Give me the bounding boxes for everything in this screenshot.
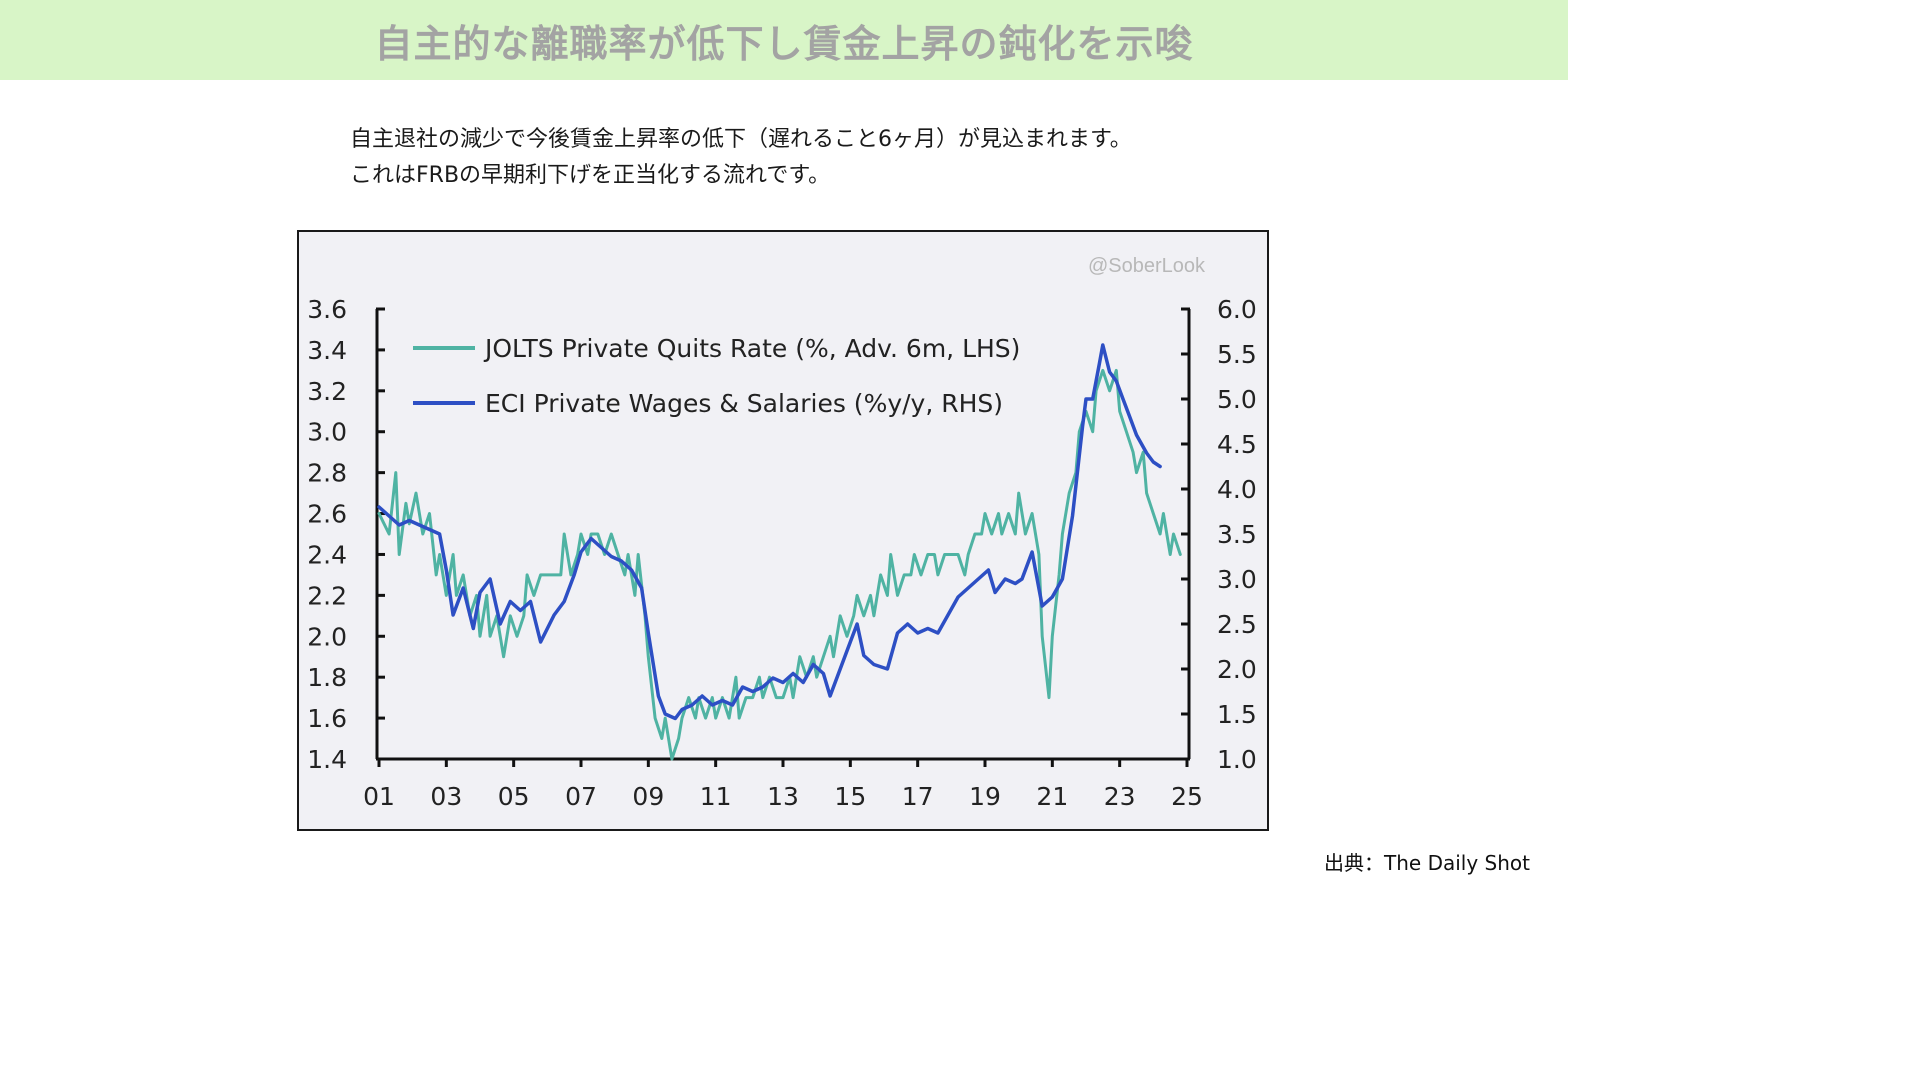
axes-layer: 3.6 3.4 3.2 3.0 2.8 2.6 2.4 2.2 2.0 1.8 1.6 1.4 6.0 5… xyxy=(307,295,1257,811)
page-title: 自主的な離職率が低下し賃金上昇の鈍化を示唆 xyxy=(374,21,1194,66)
x-tick-label: 17 xyxy=(902,782,934,811)
lead-text: 自主退社の減少で今後賃金上昇率の低下（遅れること6ヶ月）が見込まれます。 これは… xyxy=(350,122,1270,194)
x-tick-label: 21 xyxy=(1036,782,1068,811)
left-tick-label: 2.0 xyxy=(307,622,347,651)
title-banner: 自主的な離職率が低下し賃金上昇の鈍化を示唆 xyxy=(0,0,1568,80)
right-tick-label: 5.0 xyxy=(1217,385,1257,414)
chart-panel: 3.6 3.4 3.2 3.0 2.8 2.6 2.4 2.2 2.0 1.8 1.6 1.4 6.0 5… xyxy=(297,230,1269,831)
left-tick-label: 3.2 xyxy=(307,377,347,406)
legend-label-quits: JOLTS Private Quits Rate (%, Adv. 6m, LH… xyxy=(483,334,1020,363)
left-tick-label: 2.2 xyxy=(307,581,347,610)
lead-line-2: これはFRBの早期利下げを正当化する流れです。 xyxy=(350,163,831,188)
left-tick-label: 1.4 xyxy=(307,745,347,774)
left-tick-label: 3.4 xyxy=(307,336,347,365)
right-tick-label: 5.5 xyxy=(1217,340,1257,369)
x-tick-label: 05 xyxy=(498,782,530,811)
x-tick-label: 25 xyxy=(1171,782,1203,811)
left-tick-label: 1.6 xyxy=(307,704,347,733)
left-tick-label: 3.0 xyxy=(307,418,347,447)
right-tick-label: 1.5 xyxy=(1217,700,1257,729)
series-line-quits xyxy=(377,368,1182,761)
x-tick-label: 23 xyxy=(1104,782,1136,811)
legend-layer: JOLTS Private Quits Rate (%, Adv. 6m, LH… xyxy=(413,334,1020,418)
series-layer xyxy=(377,343,1182,761)
right-tick-label: 4.5 xyxy=(1217,430,1257,459)
x-tick-label: 09 xyxy=(632,782,664,811)
right-tick-label: 3.0 xyxy=(1217,565,1257,594)
x-tick-label: 15 xyxy=(834,782,866,811)
right-tick-label: 3.5 xyxy=(1217,520,1257,549)
x-tick-label: 11 xyxy=(700,782,732,811)
right-tick-label: 4.0 xyxy=(1217,475,1257,504)
left-tick-label: 3.6 xyxy=(307,295,347,324)
right-tick-label: 2.0 xyxy=(1217,655,1257,684)
left-tick-label: 2.4 xyxy=(307,540,347,569)
left-tick-label: 2.6 xyxy=(307,500,347,529)
x-tick-label: 13 xyxy=(767,782,799,811)
right-tick-label: 2.5 xyxy=(1217,610,1257,639)
source-credit: 出典：The Daily Shot xyxy=(1324,851,1530,875)
x-tick-label: 07 xyxy=(565,782,597,811)
x-tick-label: 01 xyxy=(363,782,395,811)
x-tick-label: 03 xyxy=(430,782,462,811)
x-tick-label: 19 xyxy=(969,782,1001,811)
watermark: @SoberLook xyxy=(1088,255,1206,277)
dual-axis-line-chart: 3.6 3.4 3.2 3.0 2.8 2.6 2.4 2.2 2.0 1.8 1.6 1.4 6.0 5… xyxy=(307,255,1257,811)
legend-label-eci: ECI Private Wages & Salaries (%y/y, RHS) xyxy=(485,389,1003,418)
right-tick-label: 6.0 xyxy=(1217,295,1257,324)
right-tick-label: 1.0 xyxy=(1217,745,1257,774)
lead-line-1: 自主退社の減少で今後賃金上昇率の低下（遅れること6ヶ月）が見込まれます。 xyxy=(350,127,1132,152)
series-line-eci xyxy=(377,343,1162,721)
left-tick-label: 1.8 xyxy=(307,663,347,692)
left-tick-label: 2.8 xyxy=(307,459,347,488)
